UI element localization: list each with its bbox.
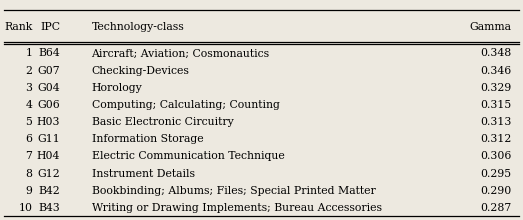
Text: G07: G07: [38, 66, 60, 76]
Text: 9: 9: [26, 186, 32, 196]
Text: 0.315: 0.315: [480, 100, 511, 110]
Text: Bookbinding; Albums; Files; Special Printed Matter: Bookbinding; Albums; Files; Special Prin…: [92, 186, 376, 196]
Text: 0.295: 0.295: [480, 169, 511, 179]
Text: Information Storage: Information Storage: [92, 134, 203, 144]
Text: G12: G12: [38, 169, 60, 179]
Text: 7: 7: [26, 151, 32, 161]
Text: 3: 3: [26, 83, 32, 93]
Text: Writing or Drawing Implements; Bureau Accessories: Writing or Drawing Implements; Bureau Ac…: [92, 203, 381, 213]
Text: 2: 2: [26, 66, 32, 76]
Text: 5: 5: [26, 117, 32, 127]
Text: Checking-Devices: Checking-Devices: [92, 66, 189, 76]
Text: G06: G06: [38, 100, 60, 110]
Text: Rank: Rank: [4, 22, 32, 33]
Text: Horology: Horology: [92, 83, 142, 93]
Text: 0.313: 0.313: [480, 117, 511, 127]
Text: G04: G04: [38, 83, 60, 93]
Text: Basic Electronic Circuitry: Basic Electronic Circuitry: [92, 117, 233, 127]
Text: 8: 8: [26, 169, 32, 179]
Text: H04: H04: [37, 151, 60, 161]
Text: H03: H03: [37, 117, 60, 127]
Text: 0.287: 0.287: [480, 203, 511, 213]
Text: Aircraft; Aviation; Cosmonautics: Aircraft; Aviation; Cosmonautics: [92, 48, 270, 59]
Text: B42: B42: [38, 186, 60, 196]
Text: Instrument Details: Instrument Details: [92, 169, 195, 179]
Text: 6: 6: [26, 134, 32, 144]
Text: Technology-class: Technology-class: [92, 22, 184, 33]
Text: 0.306: 0.306: [480, 151, 511, 161]
Text: Electric Communication Technique: Electric Communication Technique: [92, 151, 285, 161]
Text: 1: 1: [26, 48, 32, 59]
Text: 0.312: 0.312: [480, 134, 511, 144]
Text: IPC: IPC: [40, 22, 60, 33]
Text: B43: B43: [38, 203, 60, 213]
Text: B64: B64: [38, 48, 60, 59]
Text: 4: 4: [26, 100, 32, 110]
Text: G11: G11: [38, 134, 60, 144]
Text: 10: 10: [18, 203, 32, 213]
Text: 0.346: 0.346: [480, 66, 511, 76]
Text: Computing; Calculating; Counting: Computing; Calculating; Counting: [92, 100, 279, 110]
Text: 0.290: 0.290: [480, 186, 511, 196]
Text: Gamma: Gamma: [470, 22, 511, 33]
Text: 0.348: 0.348: [480, 48, 511, 59]
Text: 0.329: 0.329: [480, 83, 511, 93]
